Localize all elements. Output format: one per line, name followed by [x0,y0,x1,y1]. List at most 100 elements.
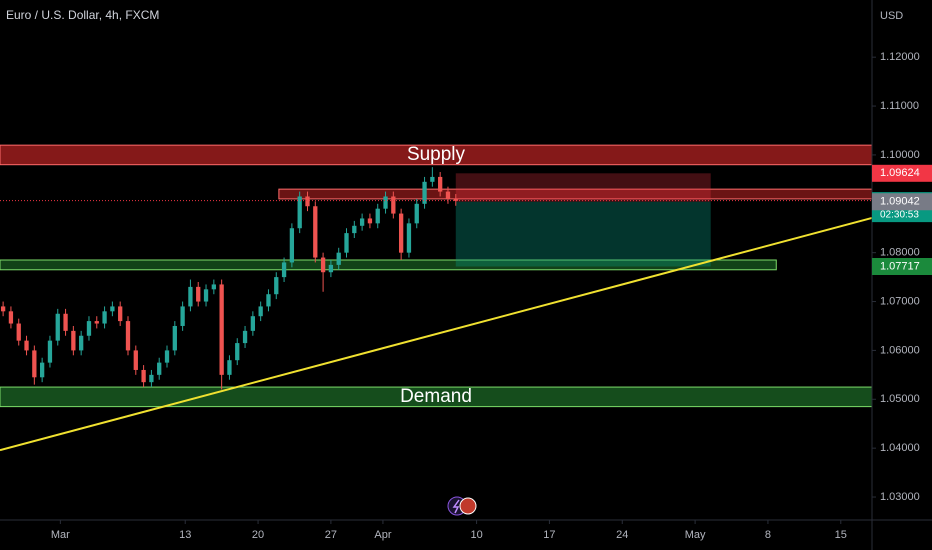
candle-body [305,196,310,207]
x-tick-label: Apr [374,529,391,541]
candle-body [344,233,349,253]
x-tick-label: Mar [51,529,70,541]
candle-body [0,306,6,312]
candle-body [39,362,45,378]
y-tick-label: 1.04000 [880,442,920,454]
position-profit [455,201,711,267]
zone [0,259,777,271]
currency-label: USD [880,10,903,22]
candle-body [235,343,240,361]
candle-body [219,284,224,375]
y-tick-label: 1.08000 [880,247,920,259]
plot: Supply Demand [0,144,873,452]
candle-body [383,196,388,209]
candle-body [422,181,427,204]
candle-body [281,262,287,278]
candle-body [430,176,435,182]
candle-body [336,252,341,265]
candle-body [352,225,357,234]
x-tick-label: 10 [470,529,482,541]
chart-title: Euro / U.S. Dollar, 4h, FXCM [6,8,159,22]
candle-body [110,306,115,312]
candle-body [375,208,380,224]
candle-body [289,228,295,263]
y-tick-label: 1.12000 [880,51,920,63]
candle-body [149,374,154,383]
candle-body [141,369,146,383]
candle-body [258,306,263,317]
candle-body [71,330,76,351]
x-tick-label: 17 [543,529,555,541]
candle-body [196,286,201,302]
icon-flag[interactable] [459,497,477,515]
position-loss [455,173,711,202]
y-tick-label: 1.07000 [880,295,920,307]
candle-body [445,191,451,199]
x-tick-label: May [685,529,706,541]
candle-body [125,321,131,351]
indicator-icons[interactable] [447,496,477,516]
candle-body [172,325,177,351]
candle-body [391,196,396,214]
price-tag-label: 1.07717 [880,260,920,272]
candle-body [102,311,107,324]
candle-body [250,316,256,331]
candle-body [328,264,334,273]
candle-body [406,223,412,253]
y-tick-label: 1.05000 [880,393,920,405]
candle-body [438,176,443,192]
x-tick-label: 8 [765,529,771,541]
icon-flash [452,499,460,514]
price-tag-label: 1.09624 [880,167,920,179]
candle-body [55,313,60,341]
x-tick-label: 20 [252,529,264,541]
price-tag [872,193,932,211]
candle-body [320,257,326,273]
trendline [0,217,873,452]
candle-body [32,350,37,378]
candle-body [8,311,14,324]
candle-body [180,306,185,326]
price-tag-label: 1.09042 [880,196,920,208]
candle-body [16,323,21,341]
price-tag [872,164,932,182]
candle-body [203,289,209,302]
price-tag [872,258,932,275]
y-tick-label: 1.10000 [880,149,920,161]
price-tag-countdown: 02:30:53 [880,209,919,220]
candle-body [164,350,170,363]
candle-body [367,218,373,224]
candle-body [188,286,193,307]
y-tick-label: 1.03000 [880,491,920,503]
zone-label: Supply [407,144,466,165]
y-tick-label: 1.11000 [880,100,919,112]
x-tick-label: 27 [325,529,337,541]
candle-body [24,340,29,351]
x-tick-label: 24 [616,529,628,541]
zone-label: Demand [400,386,472,407]
candle-body [274,277,279,295]
candle-body [79,335,84,351]
candle-body [453,198,458,201]
candle-body [359,218,365,226]
candle-body [227,360,232,375]
candle-body [211,284,216,290]
candle-body [414,203,419,224]
candle-body [94,321,99,324]
candle-body [313,206,318,258]
candle-body [266,294,271,307]
candle-body [47,340,53,363]
x-tick-label: 15 [835,529,847,541]
candle-body [63,313,68,331]
candle-body [157,362,162,375]
candle-body [133,350,138,370]
candle-body [86,321,92,336]
candle-body [297,196,302,229]
y-tick-label: 1.06000 [880,344,920,356]
candle-body [242,330,248,344]
candle-body [118,306,123,322]
candle-body [398,213,404,253]
x-tick-label: 13 [179,529,191,541]
